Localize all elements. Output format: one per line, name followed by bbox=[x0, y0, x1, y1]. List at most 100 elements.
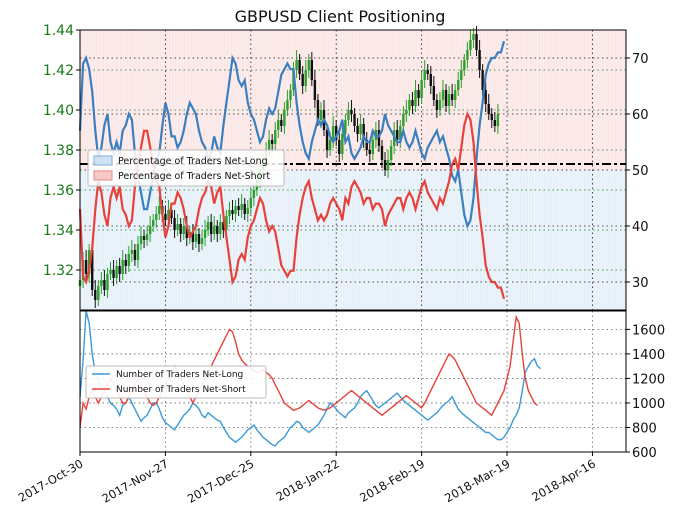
candle-body bbox=[200, 238, 204, 244]
candle-body bbox=[368, 150, 371, 154]
bottom-panel: 600 800 1000 1200 1400 1600 2017-Oct-30 2017-N… bbox=[16, 310, 665, 506]
candle-body bbox=[490, 114, 493, 120]
candle-body bbox=[121, 260, 124, 274]
candle-body bbox=[179, 224, 182, 234]
percent-axis-ticks: 30 40 50 60 70 bbox=[626, 52, 649, 291]
candle-body bbox=[353, 114, 356, 126]
count-tick-label: 800 bbox=[632, 421, 657, 436]
candle-body bbox=[335, 126, 338, 140]
candle-body bbox=[194, 234, 198, 242]
candle-body bbox=[87, 250, 91, 274]
price-axis-ticks: 1.32 1.34 1.36 1.38 1.40 1.42 1.44 bbox=[43, 23, 80, 279]
candle-body bbox=[173, 218, 176, 230]
net-long-percent-line bbox=[78, 40, 506, 229]
legend-label-net-short-percent: Percentage of Traders Net-Short bbox=[118, 171, 270, 182]
net-short-zone bbox=[80, 30, 626, 170]
candle-body bbox=[435, 100, 439, 110]
candle-body bbox=[304, 70, 307, 86]
price-tick-label: 1.36 bbox=[43, 183, 74, 199]
candle-body bbox=[405, 110, 408, 114]
candle-body bbox=[313, 80, 317, 100]
candle-body bbox=[139, 236, 143, 244]
candle-body bbox=[148, 226, 152, 234]
top-legend: Percentage of Traders Net-Long Percentag… bbox=[87, 149, 285, 187]
candle-body bbox=[380, 146, 384, 160]
candle-body bbox=[338, 140, 341, 154]
price-tick-label: 1.40 bbox=[43, 103, 74, 119]
candle-body bbox=[328, 140, 332, 150]
price-tick-label: 1.38 bbox=[43, 143, 74, 159]
candle-body bbox=[481, 70, 484, 90]
candle-body bbox=[164, 214, 167, 220]
candle-body bbox=[484, 90, 487, 104]
top-legend-box bbox=[87, 149, 285, 187]
candle-body bbox=[167, 210, 170, 220]
candle-body bbox=[136, 244, 140, 260]
candle-body bbox=[414, 90, 417, 106]
candle-body bbox=[463, 60, 466, 70]
chart-title: GBPUSD Client Positioning bbox=[235, 7, 446, 26]
candle-body bbox=[249, 198, 253, 208]
candle-body bbox=[206, 222, 210, 230]
candle-body bbox=[487, 104, 490, 114]
bottom-legend: Number of Traders Net-Long Number of Tra… bbox=[85, 365, 267, 399]
candle-body bbox=[347, 110, 350, 120]
candle-body bbox=[109, 270, 112, 274]
candle-body bbox=[170, 210, 173, 218]
candle-body bbox=[246, 208, 249, 214]
candle-body bbox=[377, 130, 381, 146]
candle-body bbox=[475, 34, 478, 50]
candle-body bbox=[417, 90, 420, 98]
candle-body bbox=[84, 260, 88, 274]
candle-body bbox=[350, 110, 353, 114]
candle-body bbox=[283, 110, 286, 126]
legend-swatch-net-short-percent bbox=[93, 170, 113, 181]
percent-tick-label: 40 bbox=[632, 220, 649, 235]
date-axis-ticks: 2017-Oct-30 2017-Nov-27 2017-Dec-25 2018-Ja… bbox=[16, 452, 598, 506]
candle-body bbox=[441, 90, 445, 100]
candle-body bbox=[310, 60, 314, 80]
candle-body bbox=[97, 286, 100, 300]
candle-body bbox=[447, 94, 451, 106]
candle-body bbox=[478, 50, 481, 70]
candle-body bbox=[209, 222, 213, 234]
top-panel: 1.321.341.361.381.401.421.44 3040506070 … bbox=[43, 23, 649, 311]
legend-swatch-net-long-percent bbox=[93, 155, 113, 166]
bottom-panel-frame bbox=[79, 310, 627, 453]
net-long-count-line bbox=[79, 310, 542, 447]
price-tick-label: 1.44 bbox=[43, 23, 74, 39]
candle-body bbox=[460, 70, 463, 80]
date-tick-label: 2017-Dec-25 bbox=[185, 456, 256, 505]
candle-body bbox=[277, 120, 280, 130]
candle-body bbox=[396, 130, 399, 140]
candle-body bbox=[185, 226, 188, 238]
candle-body bbox=[493, 120, 497, 126]
candle-body bbox=[426, 70, 429, 74]
candle-body bbox=[124, 260, 127, 266]
candle-body bbox=[301, 74, 304, 86]
candle-body bbox=[423, 70, 426, 80]
date-tick-label: 2018-Jan-22 bbox=[274, 456, 342, 503]
candle-body bbox=[127, 254, 131, 266]
legend-label-net-long-count: Number of Traders Net-Long bbox=[116, 370, 243, 380]
candle-body bbox=[197, 234, 201, 244]
candle-body bbox=[331, 126, 335, 140]
legend-label-net-short-count: Number of Traders Net-Short bbox=[116, 385, 246, 395]
net-short-count-line bbox=[79, 314, 538, 428]
candle-body bbox=[344, 120, 347, 134]
candle-body bbox=[252, 190, 256, 198]
candle-body bbox=[386, 160, 390, 170]
candle-body bbox=[203, 230, 207, 238]
legend-label-net-long-percent: Percentage of Traders Net-Long bbox=[118, 156, 268, 167]
candle-body bbox=[213, 226, 216, 234]
candle-body bbox=[356, 126, 359, 134]
candle-body bbox=[191, 232, 195, 242]
candle-body bbox=[270, 140, 274, 144]
candle-body bbox=[472, 34, 475, 40]
candle-body bbox=[359, 124, 362, 134]
candle-body bbox=[411, 100, 414, 106]
net-long-zone bbox=[80, 170, 626, 310]
candle-body bbox=[106, 274, 109, 290]
candle-body bbox=[365, 140, 368, 150]
candle-body bbox=[145, 234, 149, 240]
